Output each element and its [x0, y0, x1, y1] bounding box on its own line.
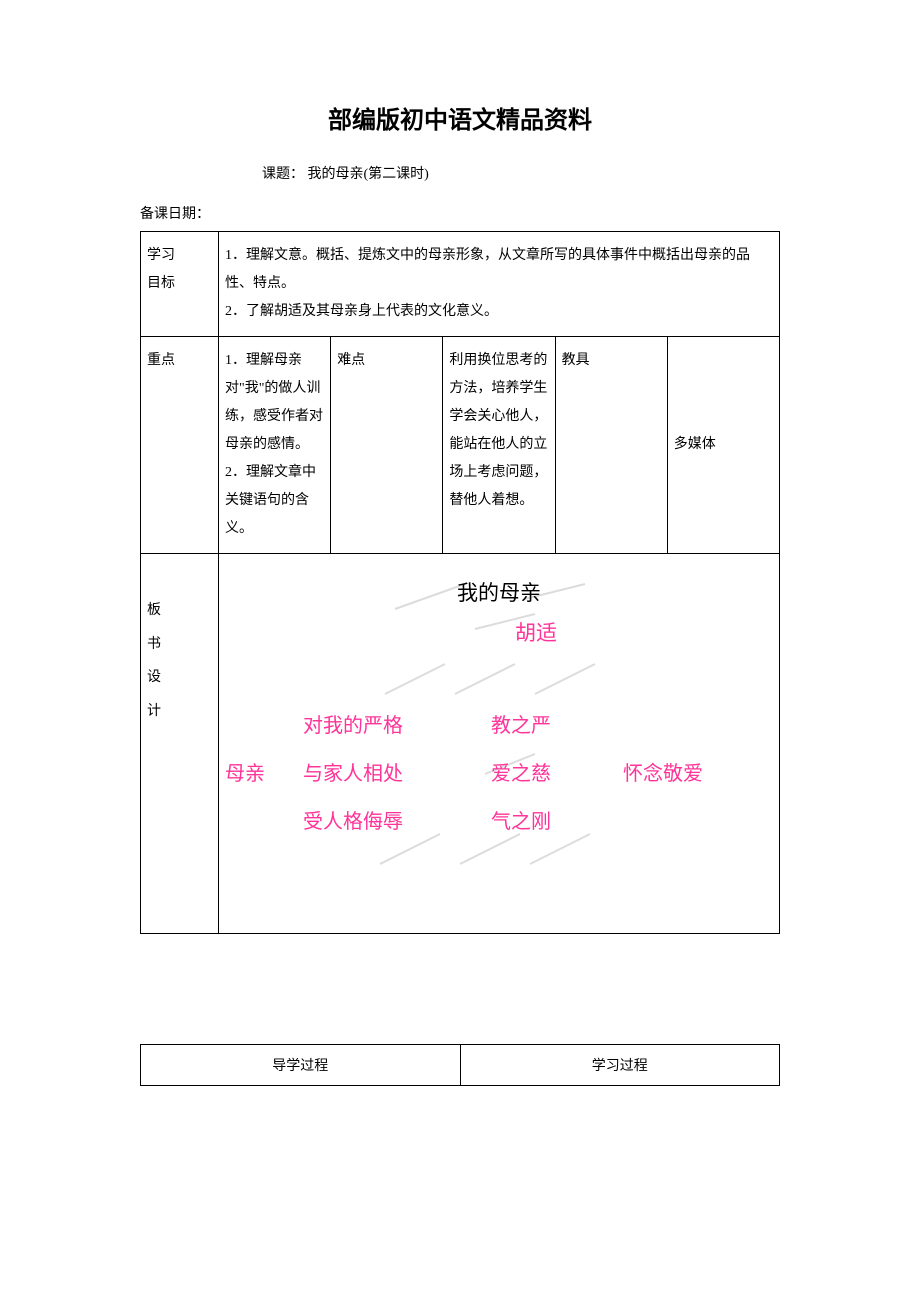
- objectives-label-2: 目标: [147, 276, 175, 291]
- board-author-text: 胡适: [515, 612, 557, 654]
- board-col2-line3: 受人格侮辱: [303, 802, 403, 842]
- board-col3-line1: 教之严: [491, 706, 551, 746]
- process-header-row: 导学过程 学习过程: [141, 1045, 780, 1086]
- lesson-subtitle: 课题： 我的母亲(第二课时): [262, 163, 780, 183]
- difficulty-content: 利用换位思考的方法，培养学生学会关心他人，能站在他人的立场上考虑问题，替他人着想…: [443, 337, 555, 554]
- keypoint-label: 重点: [141, 337, 219, 554]
- difficulty-label: 难点: [331, 337, 443, 554]
- board-col3-line3: 气之刚: [491, 802, 551, 842]
- teaching-process-header: 导学过程: [141, 1045, 461, 1086]
- date-line: 备课日期：: [140, 203, 780, 223]
- learning-process-header: 学习过程: [460, 1045, 780, 1086]
- objectives-label: 学习 目标: [141, 232, 219, 337]
- board-col3-line2: 爱之慈: [491, 754, 551, 794]
- row-board-design: 板 书 设 计: [141, 554, 780, 934]
- board-label-3: 设: [147, 661, 212, 695]
- lesson-plan-table: 学习 目标 1．理解文意。概括、提炼文中的母亲形象，从文章所写的具体事件中概括出…: [140, 231, 780, 934]
- tools-content: 多媒体: [667, 337, 779, 554]
- tools-label: 教具: [555, 337, 667, 554]
- row-objectives: 学习 目标 1．理解文意。概括、提炼文中的母亲形象，从文章所写的具体事件中概括出…: [141, 232, 780, 337]
- board-title-text: 我的母亲: [457, 572, 541, 614]
- vertical-spacer: [140, 934, 780, 1044]
- process-table: 导学过程 学习过程: [140, 1044, 780, 1086]
- board-col4: 怀念敬爱: [623, 754, 703, 794]
- board-col1: 母亲: [225, 754, 265, 794]
- board-col2-line2: 与家人相处: [303, 754, 403, 794]
- board-col2-line1: 对我的严格: [303, 706, 403, 746]
- board-design-content: 我的母亲 胡适 对我的严格 教之严 母亲 与家人相处 爱之慈 怀念敬爱 受人格侮…: [219, 554, 780, 934]
- board-design-label: 板 书 设 计: [141, 554, 219, 934]
- board-label-1: 板: [147, 594, 212, 628]
- row-keypoints: 重点 1．理解母亲对"我"的做人训练，感受作者对母亲的感情。 2．理解文章中关键…: [141, 337, 780, 554]
- objectives-content: 1．理解文意。概括、提炼文中的母亲形象，从文章所写的具体事件中概括出母亲的品性、…: [219, 232, 780, 337]
- main-title: 部编版初中语文精品资料: [140, 100, 780, 135]
- keypoint-content: 1．理解母亲对"我"的做人训练，感受作者对母亲的感情。 2．理解文章中关键语句的…: [219, 337, 331, 554]
- board-label-2: 书: [147, 628, 212, 662]
- board-label-4: 计: [147, 695, 212, 729]
- objectives-label-1: 学习: [147, 248, 175, 263]
- board-design-diagram: 我的母亲 胡适 对我的严格 教之严 母亲 与家人相处 爱之慈 怀念敬爱 受人格侮…: [225, 564, 773, 923]
